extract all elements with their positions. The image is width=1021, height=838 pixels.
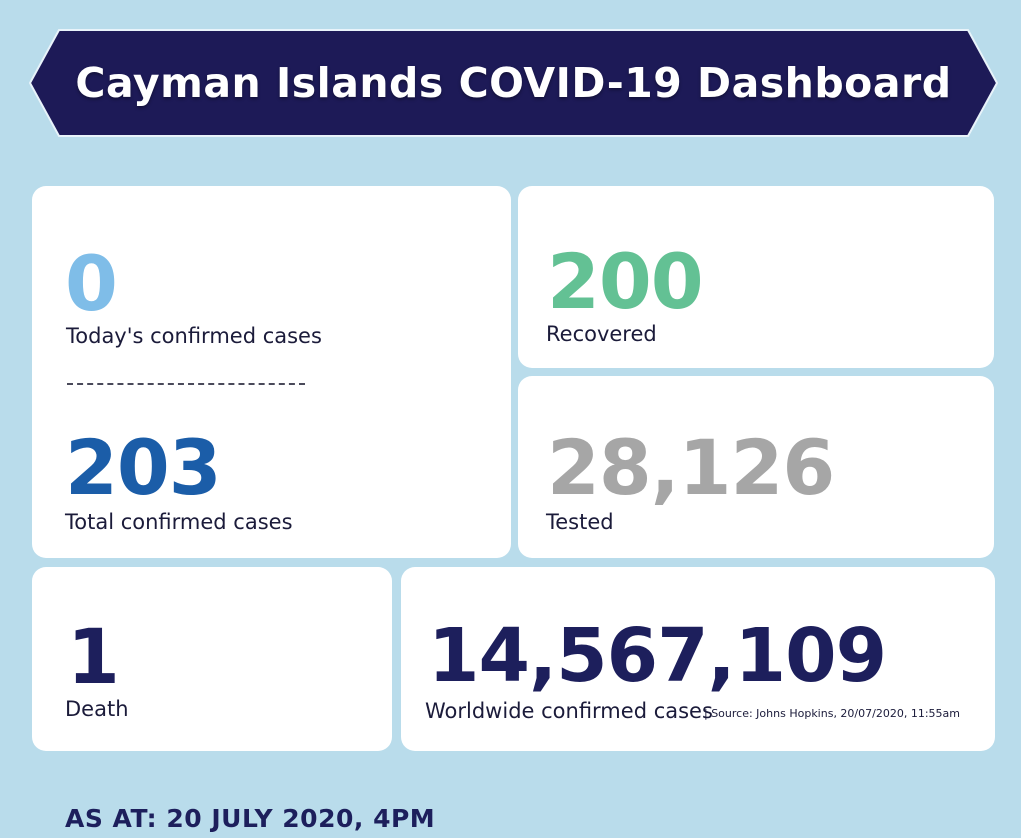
page-title: Cayman Islands COVID-19 Dashboard [75,59,952,107]
tested-value: 28,126 [547,423,835,512]
worldwide-value: 14,567,109 [428,613,887,699]
title-banner: Cayman Islands COVID-19 Dashboard [29,29,998,137]
as-at-timestamp: AS AT: 20 JULY 2020, 4PM [65,804,436,833]
recovered-card: 200 Recovered [518,186,994,368]
tested-label: Tested [546,510,614,534]
death-label: Death [65,697,129,721]
death-card: 1 Death [32,567,392,751]
worldwide-label: Worldwide confirmed cases [425,699,713,723]
dashed-divider [67,383,305,385]
today-confirmed-label: Today's confirmed cases [66,324,322,348]
banner-shape [29,29,998,137]
recovered-value: 200 [547,237,704,326]
tested-card: 28,126 Tested [518,376,994,558]
worldwide-source: | Source: Johns Hopkins, 20/07/2020, 11:… [704,707,960,720]
recovered-label: Recovered [546,322,657,346]
total-confirmed-label: Total confirmed cases [65,510,293,534]
confirmed-cases-card: 0 Today's confirmed cases 203 Total conf… [32,186,511,558]
total-confirmed-value: 203 [65,423,222,512]
today-confirmed-value: 0 [65,239,118,328]
death-value: 1 [67,612,120,701]
worldwide-card: 14,567,109 Worldwide confirmed cases | S… [401,567,995,751]
